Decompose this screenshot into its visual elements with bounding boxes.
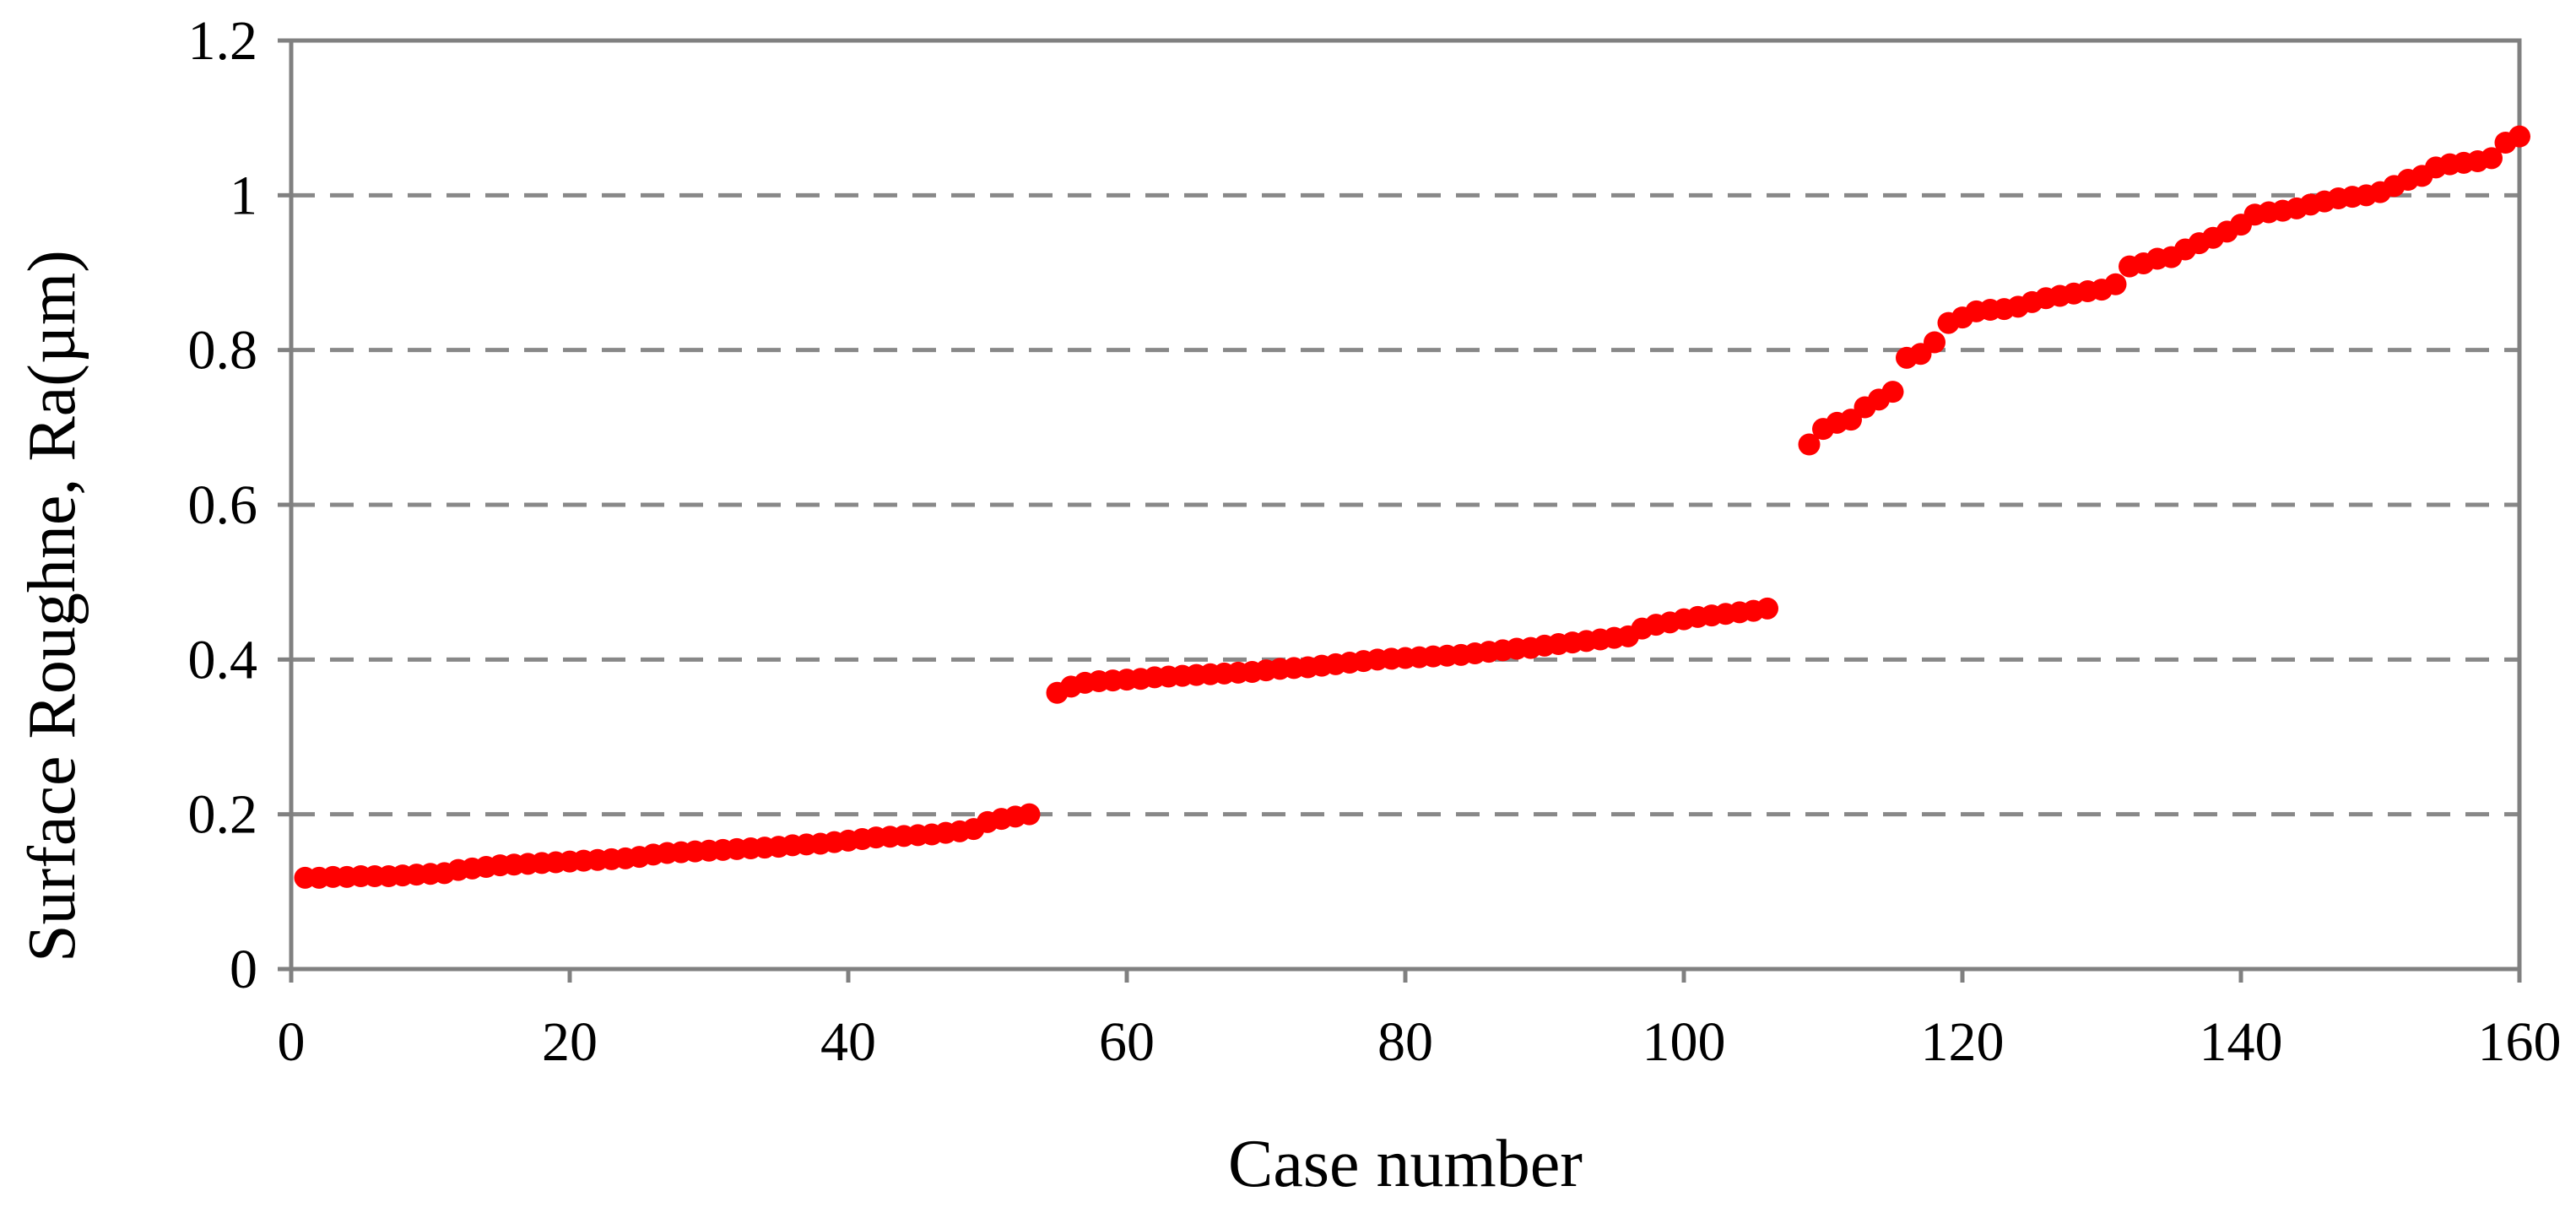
x-tick-label: 120 <box>1921 1011 2005 1073</box>
y-tick-label: 0.2 <box>188 784 258 846</box>
x-tick-label: 80 <box>1377 1011 1433 1073</box>
data-point <box>1924 331 1946 354</box>
x-tick-label: 0 <box>278 1011 306 1073</box>
data-point <box>2104 273 2127 295</box>
data-point <box>1798 433 1821 456</box>
y-tick-label: 1 <box>230 165 257 226</box>
data-points <box>294 125 2530 889</box>
y-tick-label: 1.2 <box>188 10 258 72</box>
x-tick-label: 160 <box>2478 1011 2562 1073</box>
y-tick-label: 0 <box>230 939 257 1000</box>
data-point <box>2508 125 2530 148</box>
data-point <box>2481 147 2503 170</box>
x-tick-label: 40 <box>820 1011 876 1073</box>
y-axis-title: Surface Roughne, Ra(µm) <box>15 250 89 962</box>
x-tick-label: 20 <box>542 1011 598 1073</box>
data-point <box>1018 803 1041 826</box>
x-tick-label: 100 <box>1642 1011 1726 1073</box>
y-tick-label: 0.6 <box>188 474 258 536</box>
axis-ticks: 0 0.2 0.4 0.6 0.8 1 1.2 0 20 40 60 80 100 120 140 160 <box>188 10 2562 1073</box>
x-tick-label: 140 <box>2200 1011 2283 1073</box>
data-point <box>1881 381 1904 403</box>
data-point <box>1756 597 1778 620</box>
x-axis-title: Case number <box>1228 1127 1583 1201</box>
y-tick-label: 0.4 <box>188 629 258 690</box>
x-tick-label: 60 <box>1099 1011 1155 1073</box>
y-tick-label: 0.8 <box>188 320 258 382</box>
gridlines <box>291 192 2519 817</box>
